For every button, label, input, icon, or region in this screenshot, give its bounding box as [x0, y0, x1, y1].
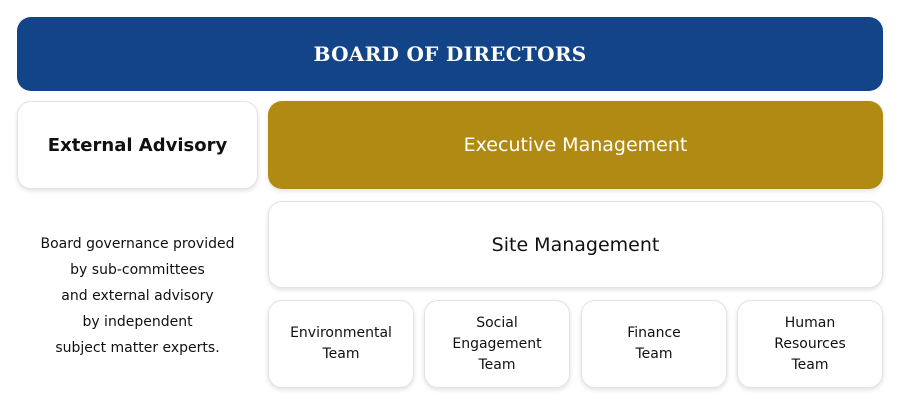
- team-box-human-resources: Human Resources Team: [737, 300, 883, 388]
- site-management-label: Site Management: [491, 233, 660, 256]
- team-label-line: Social: [476, 314, 518, 331]
- team-label-line: Team: [478, 356, 516, 373]
- governance-note-line: Board governance provided: [40, 236, 235, 252]
- team-label-line: Team: [635, 346, 673, 362]
- external-advisory-box: External Advisory: [17, 101, 258, 189]
- team-box-social-engagement: Social Engagement Team: [424, 300, 570, 388]
- team-label-line: Human: [784, 314, 836, 331]
- governance-note-line: and external advisory: [61, 288, 214, 304]
- board-of-directors-box: BOARD OF DIRECTORS: [17, 17, 883, 91]
- governance-note-line: by sub-committees: [70, 262, 205, 278]
- team-label-line: Team: [791, 356, 829, 373]
- executive-management-box: Executive Management: [268, 101, 883, 189]
- team-label-line: Team: [322, 346, 360, 362]
- team-label-line: Engagement: [452, 335, 542, 352]
- team-box-environmental: Environmental Team: [268, 300, 414, 388]
- team-label-line: Environmental: [290, 325, 392, 341]
- board-of-directors-label: BOARD OF DIRECTORS: [313, 42, 587, 66]
- executive-management-label: Executive Management: [463, 134, 688, 156]
- external-advisory-label: External Advisory: [47, 134, 228, 156]
- team-box-finance: Finance Team: [581, 300, 727, 388]
- team-label-line: Finance: [627, 325, 681, 341]
- site-management-box: Site Management: [268, 201, 883, 288]
- team-label-line: Resources: [774, 335, 846, 352]
- governance-note-line: subject matter experts.: [55, 340, 220, 356]
- governance-note: Board governance provided by sub-committ…: [17, 231, 258, 361]
- governance-note-line: by independent: [82, 314, 193, 330]
